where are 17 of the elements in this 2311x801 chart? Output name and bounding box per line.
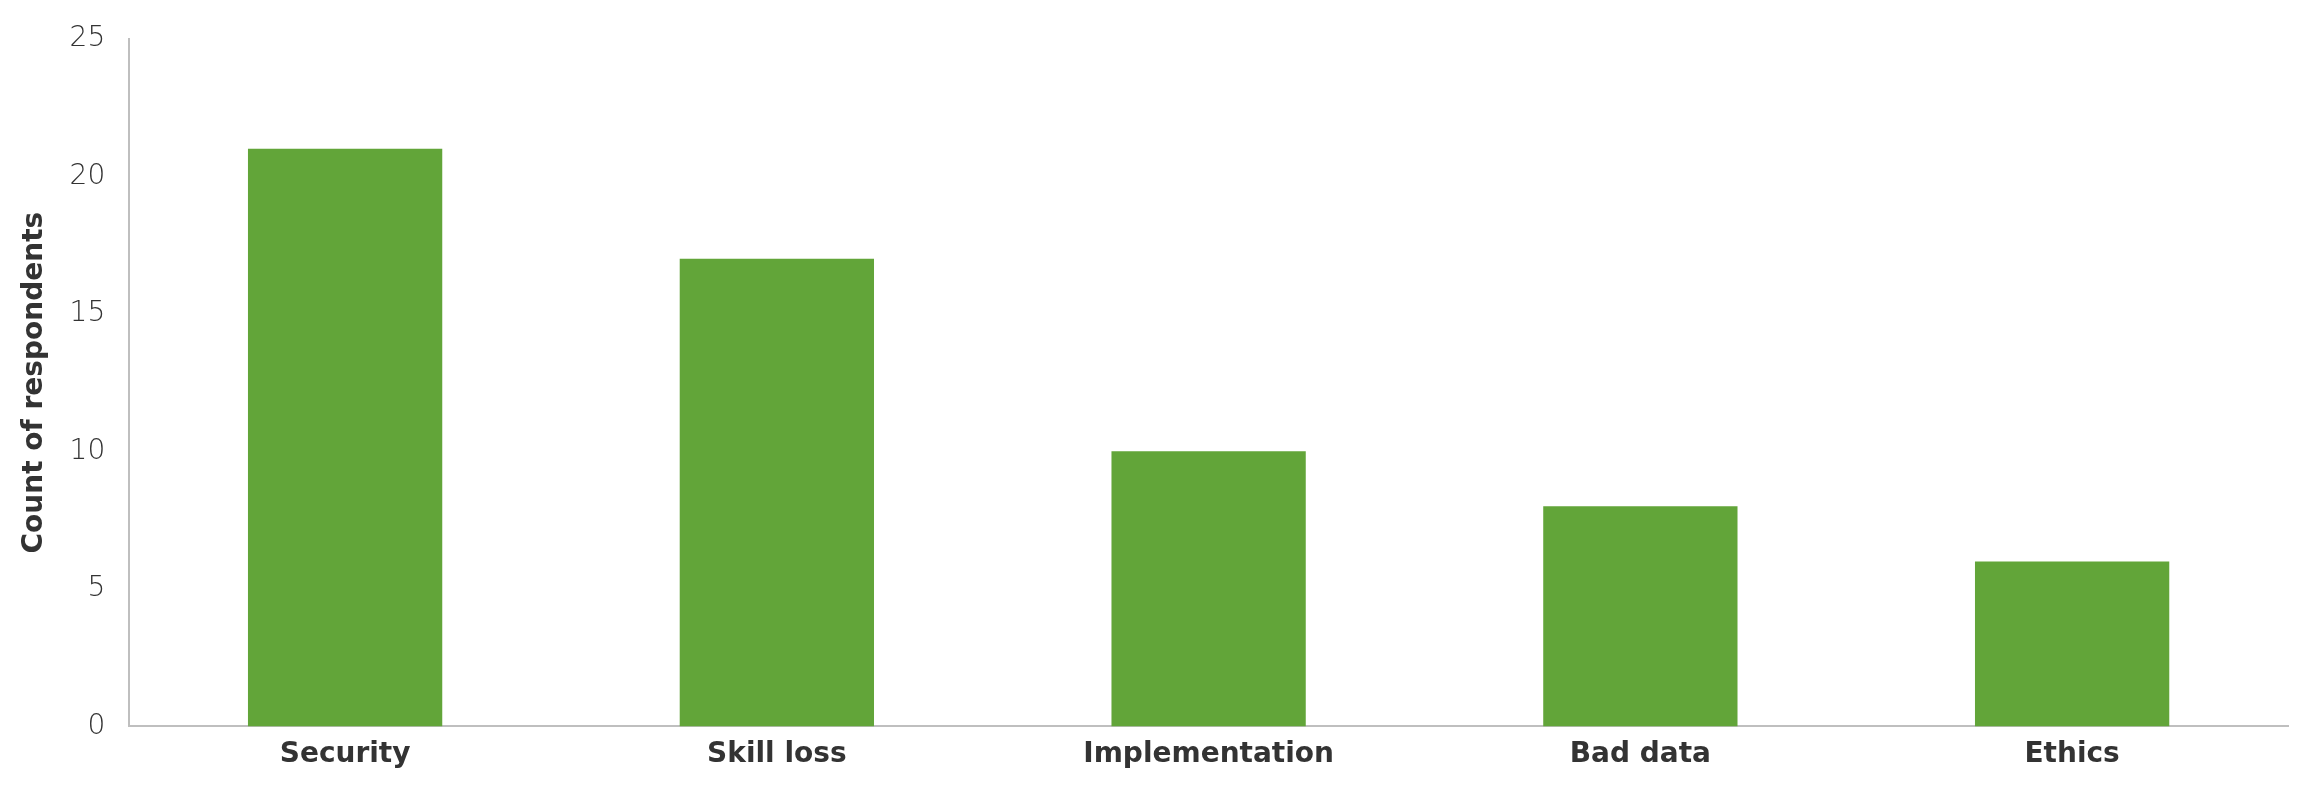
bar <box>1111 451 1306 727</box>
y-tick-label: 5 <box>87 570 106 604</box>
x-tick-label: Implementation <box>1083 736 1334 770</box>
y-tick-label: 20 <box>69 157 106 191</box>
bar <box>247 148 443 727</box>
y-tick-label: 10 <box>69 432 106 466</box>
bar <box>679 258 875 727</box>
x-tick-label: Ethics <box>2024 736 2120 770</box>
bar <box>1974 561 2170 727</box>
x-tick-label: Skill loss <box>707 736 847 770</box>
y-tick-label: 25 <box>69 20 106 54</box>
y-tick-label: 0 <box>87 707 106 741</box>
y-axis-title: Count of respondents <box>16 211 50 554</box>
bar <box>1543 506 1738 727</box>
x-tick-label: Security <box>279 736 411 770</box>
y-tick-label: 15 <box>69 295 106 329</box>
x-tick-label: Bad data <box>1569 736 1711 770</box>
